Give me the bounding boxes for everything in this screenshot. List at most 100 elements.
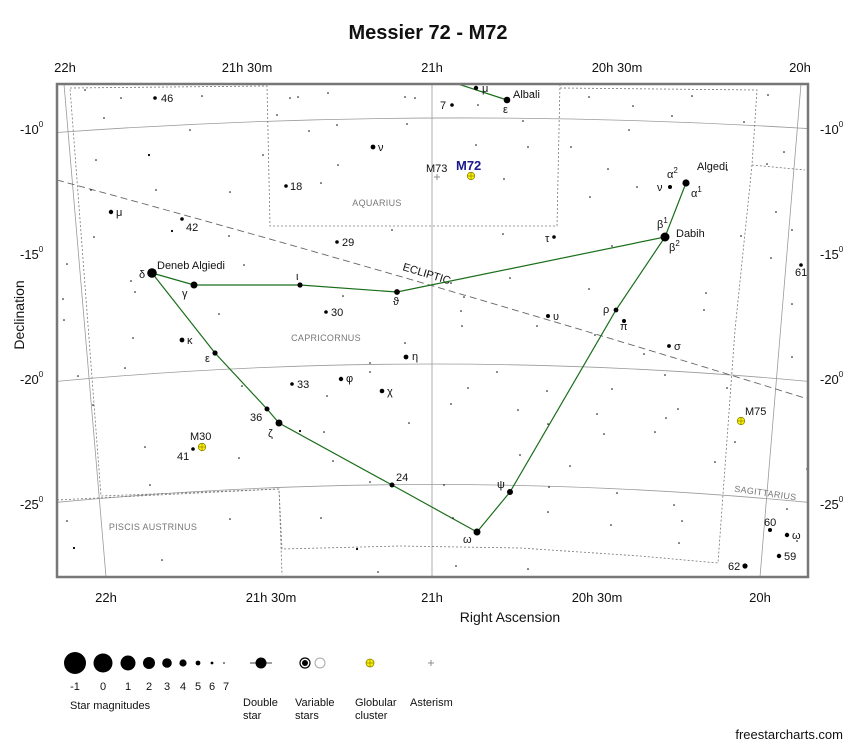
legend-mag-3: [162, 658, 172, 668]
star-29: [335, 240, 339, 244]
star-label-rho: ρ: [603, 304, 609, 316]
dec-ticks-left: -100 -150 -200 -250: [20, 120, 44, 512]
legend-mag-4: [179, 659, 187, 667]
star-label-alpha1: α1: [691, 185, 702, 200]
dec-line: [57, 363, 808, 382]
star-label-33: 33: [297, 379, 309, 391]
star-label-61: 61: [795, 267, 807, 279]
star-label-60: 60: [764, 517, 776, 529]
svg-text:Variable: Variable: [295, 697, 335, 709]
star-label-nu-cap: ν: [657, 182, 663, 194]
svg-text:4: 4: [180, 681, 186, 693]
boundary-piscis: [57, 488, 283, 576]
constellation-label-aquarius: AQUARIUS: [352, 198, 401, 208]
star-psi: [507, 489, 513, 495]
ra-tick-label: 20h: [789, 60, 811, 75]
legend-mag-0: [93, 653, 113, 673]
ra-tick-label: 22h: [54, 60, 76, 75]
star-albali: [503, 96, 511, 104]
plot-area: ECLIPTIC AQUARIUS CAPRICORNUS PISCIS AUS…: [57, 84, 808, 577]
star-label-42: 42: [186, 222, 198, 234]
star-label-24: 24: [396, 472, 408, 484]
legend-mag-7: [223, 662, 225, 664]
ra-ticks-bottom: 22h 21h 30m 21h 20h 30m 20h: [95, 590, 771, 605]
dec-line: [57, 484, 808, 503]
star-upsilon: [546, 314, 550, 318]
svg-text:6: 6: [209, 681, 215, 693]
m72-label: M72: [456, 158, 481, 173]
svg-text:Double: Double: [243, 697, 278, 709]
star-label-nu-aqr: ν: [378, 142, 384, 154]
star-46: [153, 96, 157, 100]
deep-sky-objects: M73 M72 M30 M75: [190, 158, 766, 452]
svg-text:Asterism: Asterism: [410, 697, 453, 709]
dec-ticks-right: -100 -150 -200 -250: [820, 120, 844, 512]
star-algedi: [682, 179, 690, 187]
star-label-62: 62: [728, 561, 740, 573]
star-nu-aqr: [370, 144, 376, 150]
constellation-label-capricornus: CAPRICORNUS: [291, 333, 361, 343]
star-label-gamma: γ: [182, 288, 188, 300]
svg-text:-1: -1: [70, 681, 80, 693]
star-label-kappa: κ: [187, 335, 193, 347]
star-deneb-algiedi: [147, 268, 157, 278]
svg-text:7: 7: [223, 681, 229, 693]
ra-line: [63, 84, 107, 577]
star-label-beta1: β1: [657, 216, 668, 231]
star-label-dabih: Dabih: [676, 228, 705, 240]
star-rho: [613, 307, 619, 313]
star-label-46: 46: [161, 93, 173, 105]
svg-text:5: 5: [195, 681, 201, 693]
svg-text:1: 1: [125, 681, 131, 693]
star-beta1: [660, 232, 670, 242]
star-36: [264, 406, 270, 412]
svg-text:0: 0: [100, 681, 106, 693]
legend-variable-stars: Variable stars: [295, 657, 335, 722]
dec-tick-label: -100: [820, 120, 844, 137]
aquarius-figure: [456, 84, 508, 101]
magnitude-legend-labels: -1 0 1 2 3 4 5 6 7 Star magnitudes: [70, 681, 229, 712]
star-label-epsilon: ε: [205, 353, 210, 365]
star-59: [776, 553, 782, 559]
star-label-deneb-algiedi: Deneb Algiedi: [157, 260, 225, 272]
star-chi: [379, 388, 385, 394]
m30-label: M30: [190, 431, 211, 443]
dec-tick-label: -250: [20, 495, 44, 512]
dec-tick-label: -200: [820, 370, 844, 387]
m72-marker: [466, 171, 476, 181]
ra-tick-label: 21h 30m: [246, 590, 297, 605]
star-label-upsilon: υ: [553, 311, 559, 323]
ecliptic-line: [57, 179, 808, 400]
star-pi: [622, 319, 626, 323]
svg-text:2: 2: [146, 681, 152, 693]
svg-text:Globular: Globular: [355, 697, 397, 709]
svg-text:cluster: cluster: [355, 710, 388, 722]
m73-label: M73: [426, 163, 447, 175]
ra-tick-label: 20h 30m: [572, 590, 623, 605]
m75-marker: [736, 416, 746, 426]
star-labels: 46 7 μ Albali ε ν 18 μ 42 29 τ ν α2 Alge…: [116, 84, 807, 573]
star-label-epsilon-aqr: ε: [503, 104, 508, 116]
star-label-18: 18: [290, 181, 302, 193]
svg-text:star: star: [243, 710, 262, 722]
star-41: [191, 447, 195, 451]
star-label-36: 36: [250, 412, 262, 424]
dec-tick-label: -100: [20, 120, 44, 137]
legend-asterism: Asterism: [410, 660, 453, 709]
star-18: [284, 184, 288, 188]
legend-double-star: Double star: [243, 657, 278, 722]
m30-marker: [197, 442, 207, 452]
ra-tick-label: 21h: [421, 60, 443, 75]
boundary-aquarius: [69, 84, 806, 227]
legend-mag-2: [143, 657, 155, 669]
star-label-phi: φ: [346, 373, 353, 385]
legend-globular-cluster: Globular cluster: [355, 658, 397, 722]
star-label-41: 41: [177, 451, 189, 463]
star-label-59: 59: [784, 551, 796, 563]
star-zeta: [275, 419, 283, 427]
star-label-30: 30: [331, 307, 343, 319]
legend-mag-1: [120, 655, 136, 671]
star-label-mu-cap: μ: [116, 207, 122, 219]
star-label-beta2: β2: [669, 239, 680, 254]
star-label-7: 7: [440, 100, 446, 112]
